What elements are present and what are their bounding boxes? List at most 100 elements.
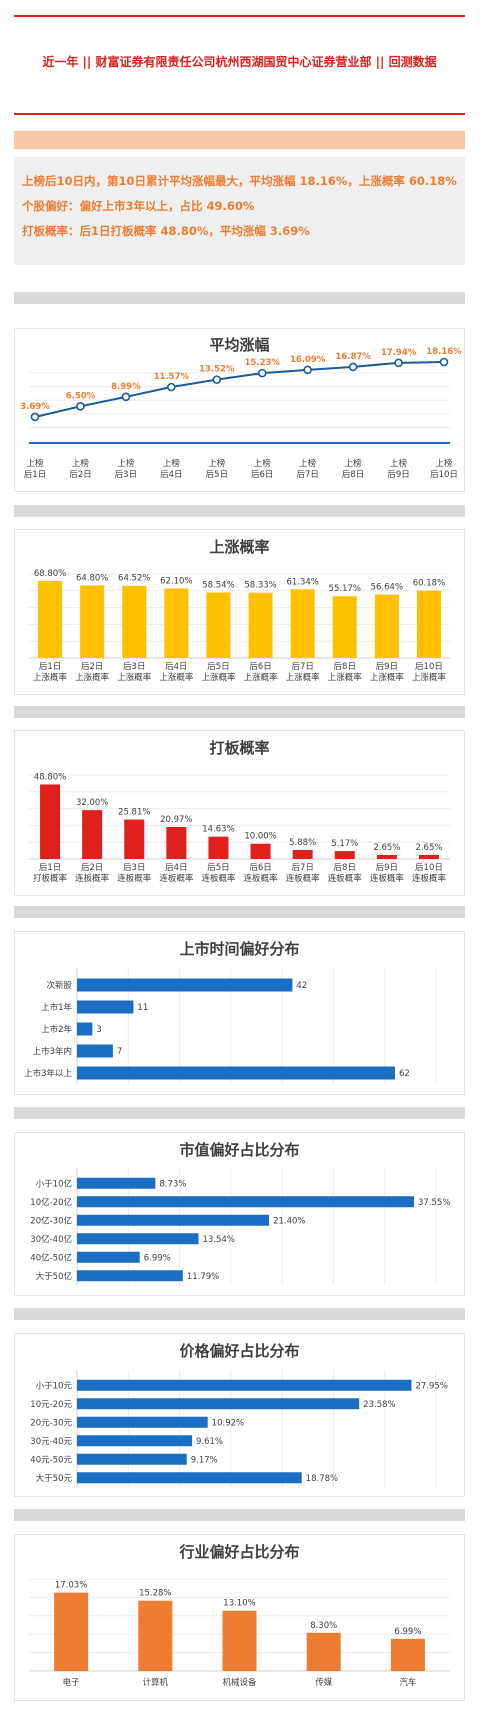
bar	[77, 1196, 415, 1208]
data-label: 15.23%	[245, 358, 281, 368]
data-label: 61.34%	[286, 577, 318, 587]
data-label: 17.03%	[55, 1581, 87, 1591]
avg-gain-chart-card: 平均涨幅 3.69% 上榜后1日 6.50% 上榜后2日 8.99% 上榜后3日 11.57%…	[14, 328, 465, 492]
rise-prob-chart-card: 上涨概率 68.80% 后1日上涨概率 64.80% 后2日上涨概率 64.52% 后3日上…	[14, 529, 465, 695]
bar	[124, 819, 145, 859]
data-label: 5.88%	[289, 838, 316, 848]
bar	[292, 850, 313, 859]
data-label: 13.10%	[223, 1599, 255, 1609]
bar	[77, 1044, 113, 1058]
bar	[374, 594, 399, 658]
tick-label: 后5日上涨概率	[201, 661, 236, 683]
bar	[77, 1233, 199, 1245]
data-label: 62	[399, 1069, 410, 1079]
tick-label: 大于50亿	[36, 1271, 72, 1282]
tick-label: 上榜后2日	[69, 458, 91, 480]
data-label: 9.17%	[191, 1455, 218, 1465]
section-divider	[14, 1107, 465, 1119]
data-label: 21.40%	[273, 1216, 305, 1226]
tick-label: 后2日连板概率	[75, 862, 110, 884]
data-label: 3.69%	[20, 402, 50, 412]
tick-label: 后5日连板概率	[201, 862, 236, 884]
data-label: 58.33%	[244, 581, 276, 591]
tick-label: 汽车	[399, 1677, 416, 1688]
chart-title: 平均涨幅	[209, 336, 269, 354]
tick-label: 20元-30元	[30, 1418, 72, 1428]
data-label: 6.99%	[144, 1253, 171, 1263]
bar	[82, 810, 103, 859]
bar	[334, 851, 355, 859]
data-label: 10.92%	[212, 1418, 244, 1428]
bar	[77, 1214, 270, 1226]
data-label: 37.55%	[418, 1198, 450, 1208]
bar	[77, 1435, 192, 1447]
bar	[77, 1000, 134, 1014]
data-label: 56.64%	[371, 583, 403, 593]
data-label: 13.52%	[199, 365, 235, 375]
data-label: 8.99%	[111, 382, 141, 392]
data-label: 68.80%	[34, 569, 66, 579]
tick-label: 后3日上涨概率	[117, 661, 152, 683]
report-title: 近一年 || 财富证券有限责任公司杭州西湖国贸中心证券营业部 || 回测数据	[42, 55, 437, 69]
data-point	[394, 358, 403, 368]
tick-label: 20亿-30亿	[30, 1215, 72, 1226]
bar	[290, 589, 315, 658]
tick-label: 后2日上涨概率	[75, 661, 110, 683]
data-point	[167, 382, 176, 392]
data-point	[348, 362, 358, 372]
tick-label: 10元-20元	[30, 1400, 72, 1410]
data-point	[121, 392, 131, 402]
data-label: 11.79%	[187, 1272, 219, 1282]
data-label: 8.73%	[159, 1179, 186, 1189]
tick-label: 后7日上涨概率	[286, 661, 321, 683]
bar	[306, 1632, 341, 1671]
tick-label: 30亿-40亿	[30, 1234, 72, 1245]
bar	[77, 1177, 156, 1189]
tick-label: 30元-40元	[30, 1437, 72, 1447]
tick-label: 电子	[63, 1677, 81, 1688]
bar	[416, 590, 441, 658]
chart-title: 价格偏好占比分布	[179, 1342, 299, 1360]
bar	[77, 1398, 360, 1410]
tick-label: 上榜后6日	[251, 458, 273, 480]
bar	[206, 592, 231, 658]
data-label: 10.00%	[244, 832, 276, 842]
data-label: 20.97%	[160, 815, 192, 825]
listing-time-chart-card: 上市时间偏好分布 次新股 42 上市1年 11 上市2年 3 上市3年内 7 上市3年以上 62	[14, 931, 465, 1095]
data-label: 2.65%	[373, 843, 400, 853]
data-label: 18.16%	[426, 347, 462, 357]
section-divider	[14, 906, 465, 918]
bar	[80, 585, 105, 658]
tick-label: 上榜后1日	[24, 458, 46, 480]
data-point	[76, 402, 85, 411]
data-label: 11.57%	[154, 372, 190, 382]
tick-label: 后8日连板概率	[328, 862, 363, 884]
summary-panel: 上榜后10日内，第10日累计平均涨幅最大，平均涨幅 18.16%，上涨概率 60…	[14, 157, 465, 265]
data-label: 7	[117, 1047, 122, 1057]
tick-label: 上市3年内	[33, 1046, 72, 1057]
tick-label: 40亿-50亿	[30, 1252, 72, 1263]
price-chart-card: 价格偏好占比分布 小于10元 27.95% 10元-20元 23.58% 20元-30元 1…	[14, 1333, 465, 1497]
bar	[138, 1600, 173, 1671]
bar	[77, 1472, 302, 1484]
summary-line: 个股偏好：偏好上市3年以上，占比 49.60%	[22, 199, 255, 213]
bar	[77, 1416, 208, 1428]
bar	[77, 1270, 183, 1282]
data-label: 62.10%	[160, 576, 192, 586]
data-label: 16.09%	[290, 355, 326, 365]
industry-bar-chart: 行业偏好占比分布 17.03% 电子 15.28% 计算机 13.10% 机械设备 8.30%…	[29, 1543, 450, 1688]
tick-label: 上榜后7日	[296, 458, 318, 480]
tick-label: 上市2年	[41, 1024, 72, 1035]
data-label: 55.17%	[329, 584, 361, 594]
bar	[40, 784, 61, 859]
tick-label: 后1日上涨概率	[33, 661, 68, 683]
tick-label: 后6日上涨概率	[244, 661, 279, 683]
data-label: 8.30%	[310, 1621, 337, 1631]
bar	[122, 585, 147, 658]
report-header: 近一年 || 财富证券有限责任公司杭州西湖国贸中心证券营业部 || 回测数据	[14, 15, 465, 115]
tick-label: 次新股	[46, 980, 72, 991]
bar	[390, 1638, 425, 1671]
tick-label: 上榜后5日	[206, 458, 228, 480]
tick-label: 上市1年	[41, 1002, 72, 1013]
